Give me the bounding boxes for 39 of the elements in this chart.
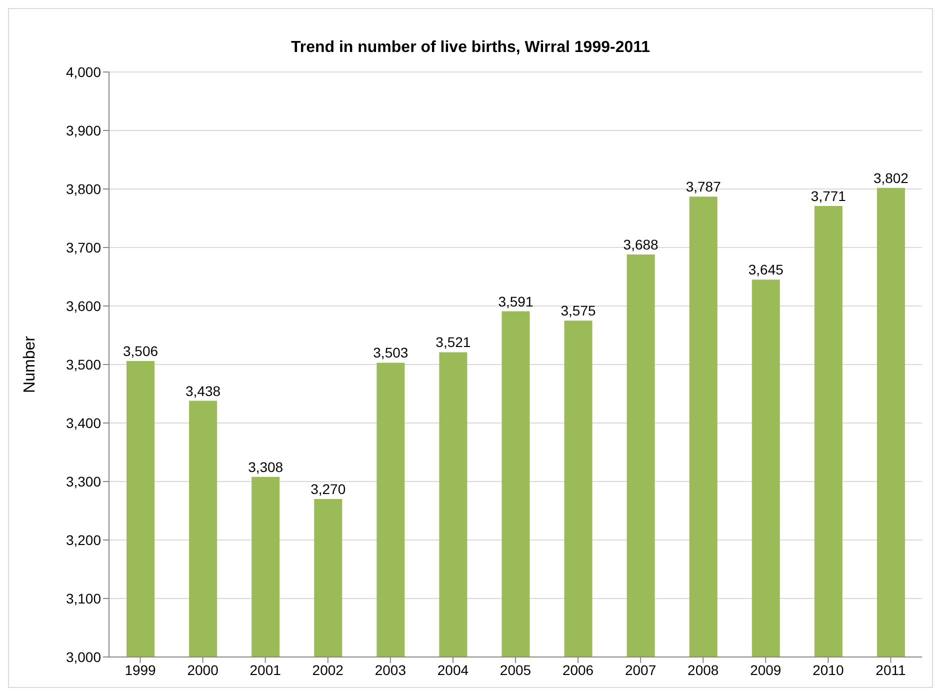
y-tick-label: 3,800 — [66, 180, 102, 197]
y-tick-label: 3,000 — [66, 648, 102, 665]
y-tick-label: 3,100 — [66, 590, 102, 606]
y-tick-label: 4,000 — [66, 64, 102, 80]
data-label: 3,521 — [436, 334, 471, 350]
x-tick-label: 2004 — [437, 662, 469, 678]
data-label: 3,591 — [498, 293, 534, 310]
x-tick-label: 2009 — [750, 662, 782, 678]
y-tick-label: 3,200 — [66, 532, 102, 548]
data-label: 3,787 — [686, 178, 722, 195]
y-tick-label: 3,600 — [66, 298, 102, 314]
x-tick-label: 2011 — [876, 662, 906, 678]
x-tick-label: 2005 — [500, 662, 532, 678]
data-label: 3,645 — [748, 262, 784, 278]
y-tick-label: 3,700 — [66, 239, 102, 256]
x-tick-label: 2002 — [312, 662, 344, 678]
x-tick-label: 2001 — [250, 662, 282, 678]
x-tick-label: 2003 — [374, 662, 406, 678]
x-tick-label: 2010 — [812, 662, 844, 678]
data-label: 3,270 — [310, 481, 346, 498]
x-tick-label: 2006 — [562, 662, 594, 678]
x-tick-label: 2008 — [688, 662, 719, 678]
y-tick-label: 3,900 — [66, 122, 102, 138]
chart-title: Trend in number of live births, Wirral 1999-2011 — [290, 39, 652, 57]
y-axis-title: Number — [22, 335, 39, 393]
data-label: 3,802 — [873, 170, 909, 186]
y-tick-label: 3,500 — [66, 356, 102, 372]
data-label: 3,308 — [248, 458, 284, 475]
data-label: 3,438 — [186, 382, 221, 399]
y-tick-label: 3,400 — [66, 414, 102, 431]
y-tick-label: 3,300 — [66, 473, 102, 490]
x-tick-label: 1999 — [124, 662, 156, 678]
x-tick-label: 2007 — [625, 662, 656, 678]
data-label: 3,688 — [623, 236, 659, 253]
x-tick-label: 2000 — [187, 662, 219, 678]
data-label: 3,575 — [560, 302, 596, 319]
data-label: 3,771 — [810, 188, 846, 204]
data-label: 3,503 — [373, 344, 408, 361]
data-label: 3,506 — [122, 342, 158, 359]
